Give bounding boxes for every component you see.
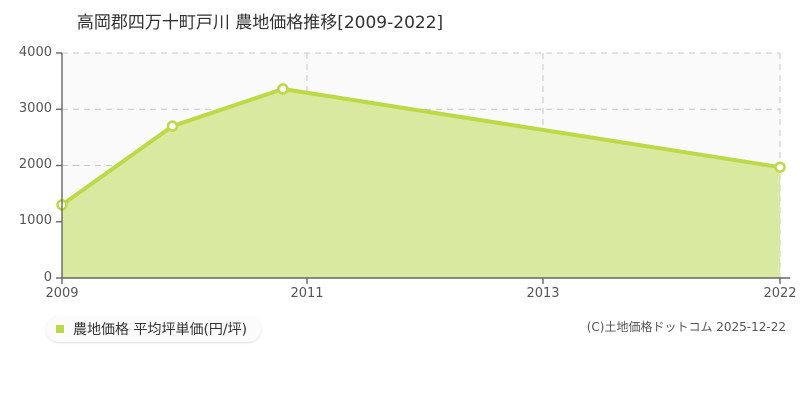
series-area-fill	[62, 89, 780, 278]
y-tick-label-0: 0	[43, 270, 52, 285]
x-tick-label-2009: 2009	[45, 286, 79, 301]
y-tick-label-1000: 1000	[18, 213, 52, 228]
x-tick-label-2013: 2013	[526, 286, 560, 301]
data-point-2011[interactable]	[166, 120, 179, 132]
x-tick-label-2022: 2022	[763, 286, 797, 301]
y-tick-label-4000: 4000	[18, 45, 52, 60]
copyright-credit: (C)土地価格ドットコム 2025-12-22	[586, 320, 786, 334]
data-point-2022[interactable]	[774, 161, 786, 173]
chart-legend[interactable]: 農地価格 平均坪単価(円/坪)	[46, 316, 262, 342]
y-tick-label-3000: 3000	[18, 101, 52, 116]
x-axis-ticks	[61, 278, 781, 284]
data-point-2013[interactable]	[277, 83, 289, 95]
y-axis-ticks	[56, 52, 62, 279]
x-tick-label-2011: 2011	[290, 286, 324, 301]
chart-title: 高岡郡四万十町戸川 農地価格推移[2009-2022]	[76, 13, 444, 33]
y-tick-label-2000: 2000	[18, 157, 52, 172]
legend-swatch-icon	[56, 325, 64, 333]
series-line	[60, 87, 781, 207]
legend-label: 農地価格 平均坪単価(円/坪)	[73, 322, 248, 338]
